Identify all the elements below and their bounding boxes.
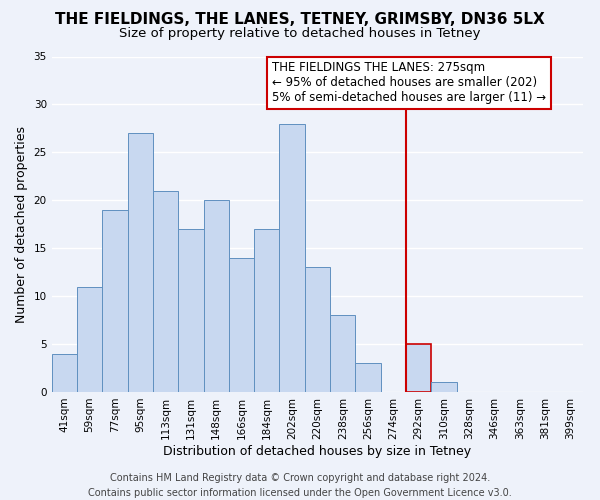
Bar <box>431 382 457 392</box>
Bar <box>102 210 128 392</box>
Bar <box>280 124 305 392</box>
X-axis label: Distribution of detached houses by size in Tetney: Distribution of detached houses by size … <box>163 444 472 458</box>
Bar <box>355 363 381 392</box>
Text: THE FIELDINGS, THE LANES, TETNEY, GRIMSBY, DN36 5LX: THE FIELDINGS, THE LANES, TETNEY, GRIMSB… <box>55 12 545 28</box>
Bar <box>77 286 102 392</box>
Bar <box>128 133 153 392</box>
Text: Size of property relative to detached houses in Tetney: Size of property relative to detached ho… <box>119 28 481 40</box>
Bar <box>153 190 178 392</box>
Bar <box>330 316 355 392</box>
Bar <box>305 268 330 392</box>
Bar <box>52 354 77 392</box>
Bar <box>229 258 254 392</box>
Bar <box>406 344 431 392</box>
Bar <box>178 229 203 392</box>
Bar <box>203 200 229 392</box>
Text: Contains HM Land Registry data © Crown copyright and database right 2024.
Contai: Contains HM Land Registry data © Crown c… <box>88 472 512 498</box>
Y-axis label: Number of detached properties: Number of detached properties <box>15 126 28 322</box>
Bar <box>254 229 280 392</box>
Text: THE FIELDINGS THE LANES: 275sqm
← 95% of detached houses are smaller (202)
5% of: THE FIELDINGS THE LANES: 275sqm ← 95% of… <box>272 62 546 104</box>
